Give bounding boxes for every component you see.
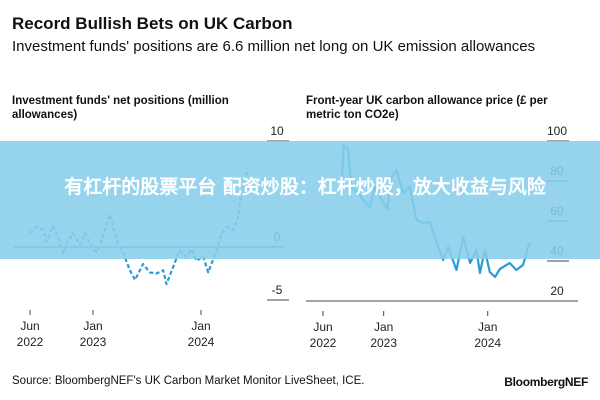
right-chart-title: Front-year UK carbon allowance price (£ … — [306, 95, 548, 121]
x-tick-label: 2023 — [370, 336, 397, 350]
left-chart-title: Investment funds' net positions (million… — [12, 95, 229, 121]
y-tick-label: 10 — [270, 124, 284, 138]
x-tick-label: Jan — [478, 320, 497, 334]
x-tick-label: Jan — [374, 320, 393, 334]
x-tick-label: Jan — [191, 319, 210, 333]
source-note: Source: BloombergNEF's UK Carbon Market … — [12, 375, 365, 387]
overlay-banner: 有杠杆的股票平台 配资炒股：杠杆炒股，放大收益与风险 — [0, 141, 600, 259]
x-tick-label: 2022 — [17, 335, 44, 349]
y-tick-label: 100 — [547, 124, 567, 138]
x-tick-label: 2023 — [80, 335, 107, 349]
y-tick-label: -5 — [272, 283, 283, 297]
x-tick-label: Jun — [20, 319, 39, 333]
chart-subtitle: Investment funds' positions are 6.6 mill… — [12, 38, 536, 55]
x-tick-label: 2024 — [474, 336, 501, 350]
x-tick-label: Jan — [83, 319, 102, 333]
x-tick-label: 2024 — [188, 335, 215, 349]
x-tick-label: Jun — [313, 320, 332, 334]
chart-title: Record Bullish Bets on UK Carbon — [12, 14, 293, 33]
y-tick-label: 20 — [550, 284, 564, 298]
brand-logo: BloombergNEF — [504, 375, 588, 389]
banner-text: 有杠杆的股票平台 配资炒股：杠杆炒股，放大收益与风险 — [64, 176, 546, 198]
x-tick-label: 2022 — [310, 336, 337, 350]
